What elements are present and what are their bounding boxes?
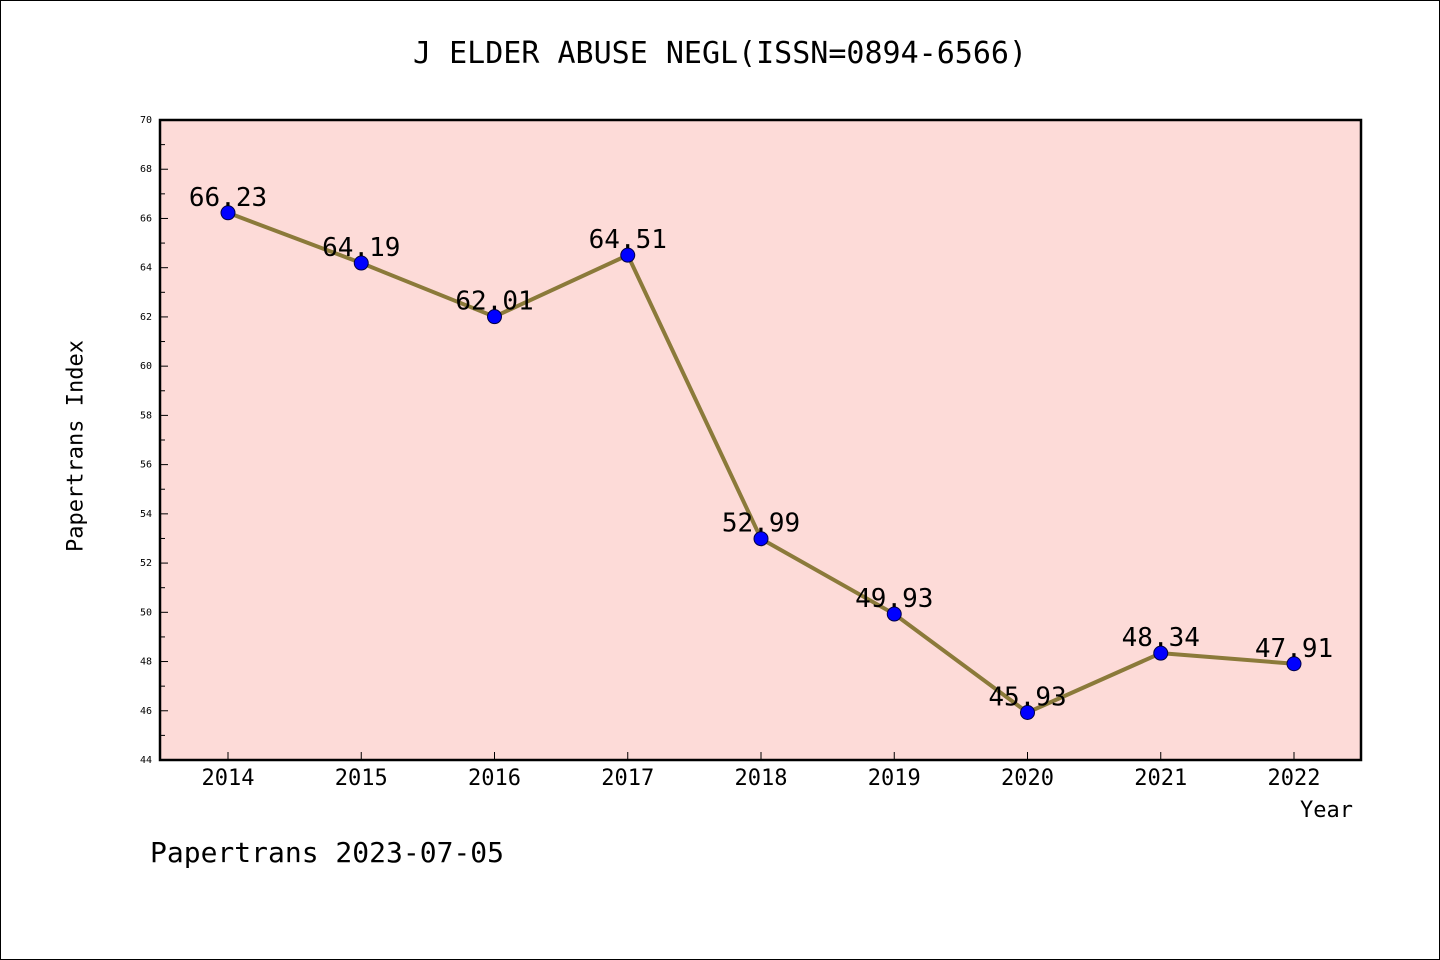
data-point: [1153, 645, 1169, 661]
y-tick-label: 50: [140, 607, 152, 618]
y-tick-label: 70: [140, 115, 152, 126]
y-tick-label: 44: [140, 755, 152, 766]
x-tick-label: 2017: [601, 766, 654, 791]
y-tick-label: 48: [140, 657, 152, 668]
data-label: 64.19: [322, 233, 400, 263]
data-point: [220, 205, 236, 221]
data-label: 45.93: [988, 682, 1066, 712]
y-tick-label: 56: [140, 460, 152, 471]
data-label: 48.34: [1122, 623, 1200, 653]
x-tick-label: 2016: [468, 766, 521, 791]
x-tick-label: 2019: [868, 766, 921, 791]
data-point: [353, 255, 369, 271]
data-point: [1020, 704, 1035, 720]
data-point: [487, 309, 502, 325]
data-label: 64.51: [589, 225, 667, 255]
x-axis-label: Year: [1300, 798, 1353, 823]
data-label: 49.93: [855, 584, 933, 614]
data-label: 62.01: [455, 287, 533, 317]
chart-title: J ELDER ABUSE NEGL(ISSN=0894-6566): [412, 36, 1028, 71]
y-tick-label: 52: [140, 558, 152, 569]
data-point: [620, 247, 636, 263]
y-tick-label: 60: [140, 361, 152, 372]
x-tick-label: 2018: [735, 766, 788, 791]
y-tick-label: 66: [140, 213, 152, 224]
x-tick-label: 2021: [1134, 766, 1187, 791]
x-tick-label: 2015: [335, 766, 388, 791]
data-label: 66.23: [189, 183, 267, 213]
y-tick-label: 68: [140, 164, 152, 175]
y-tick-label: 64: [140, 263, 152, 274]
data-point: [886, 606, 902, 622]
x-tick-label: 2022: [1268, 766, 1321, 791]
y-tick-label: 54: [140, 509, 152, 520]
x-tick-label: 2014: [202, 766, 255, 791]
y-tick-label: 62: [140, 312, 152, 323]
data-label: 47.91: [1255, 634, 1333, 664]
x-tick-label: 2020: [1001, 766, 1054, 791]
plot-area: [160, 120, 1361, 760]
data-point: [1286, 656, 1302, 672]
y-tick-label: 58: [140, 410, 152, 421]
footer-date: Papertrans 2023-07-05: [150, 836, 505, 869]
data-label: 52.99: [722, 509, 800, 539]
plot-border: [158, 118, 1363, 762]
y-tick-label: 46: [140, 706, 152, 717]
data-point: [753, 531, 769, 547]
